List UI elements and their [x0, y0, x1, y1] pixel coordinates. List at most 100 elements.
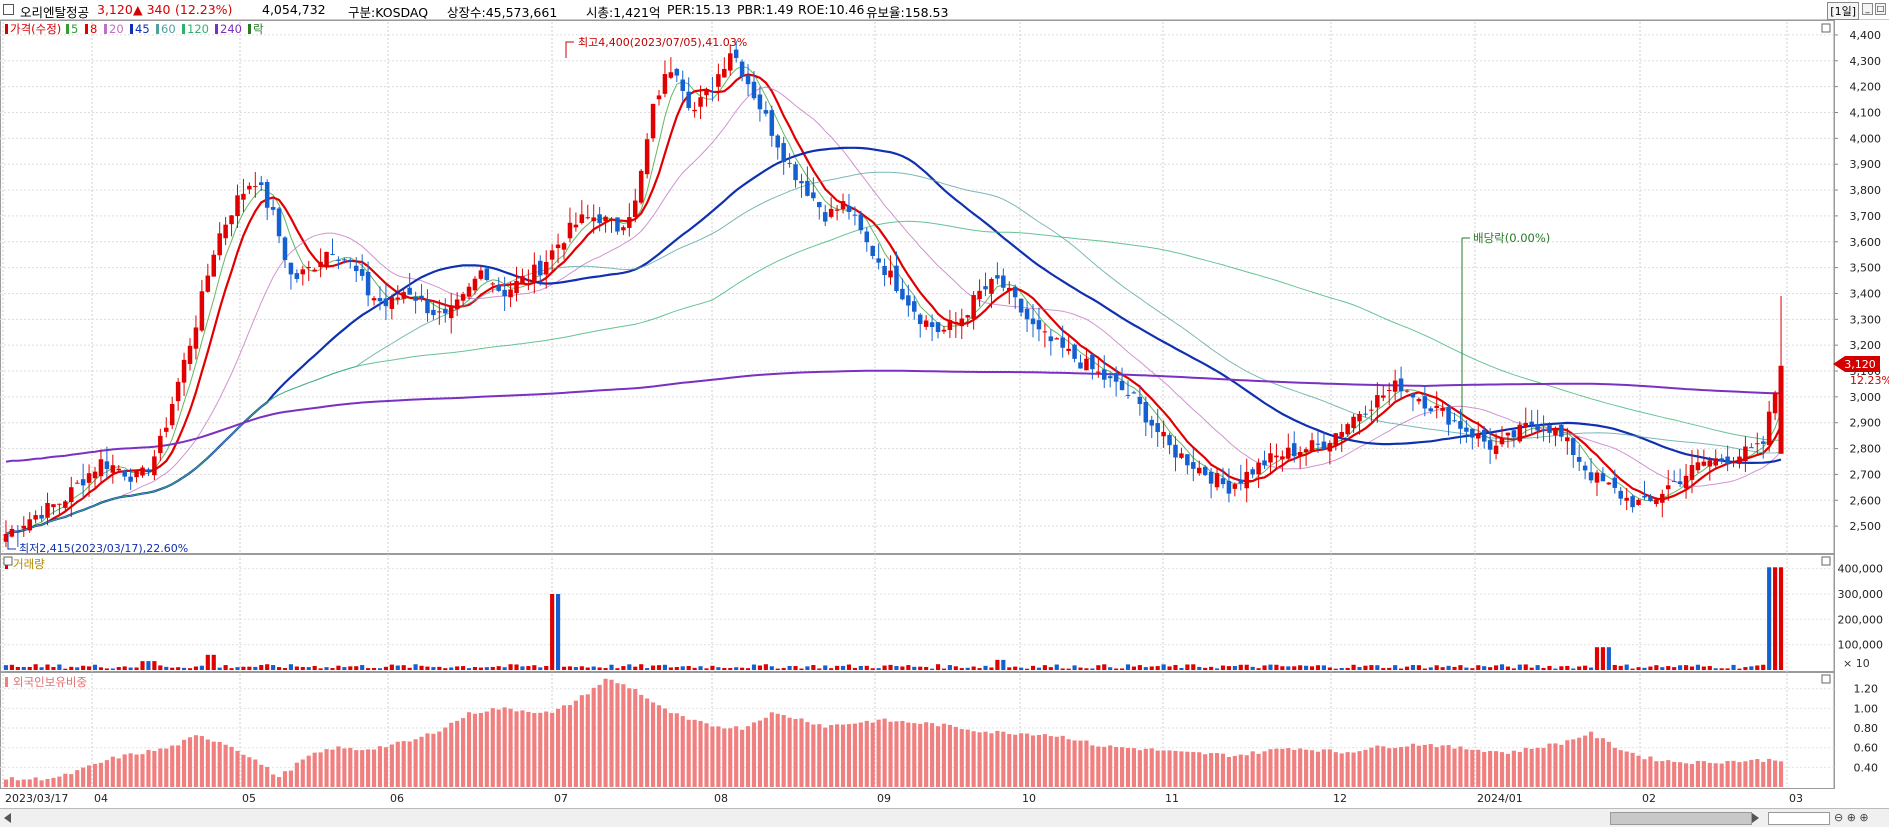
- volume-bar: [579, 666, 584, 670]
- minimize-icon[interactable]: _: [1862, 3, 1873, 15]
- candle-body: [817, 202, 822, 208]
- x-tick-label: 06: [390, 792, 404, 805]
- candle: [1173, 436, 1178, 472]
- foreign-ratio-bar: [1422, 744, 1427, 787]
- candle: [965, 314, 970, 327]
- foreign-ratio-bar: [1369, 747, 1374, 787]
- candle-body: [1665, 485, 1671, 490]
- candle: [1523, 407, 1529, 438]
- candle: [460, 291, 466, 307]
- price-tick-label: 2,800: [1850, 443, 1882, 456]
- volume-bar: [1001, 659, 1006, 670]
- volume-bar: [1749, 666, 1754, 670]
- candle: [846, 193, 852, 220]
- candle-body: [1185, 454, 1190, 466]
- volume-panel-checkbox[interactable]: [3, 556, 13, 566]
- volume-bar: [1096, 665, 1101, 670]
- candle-body: [1167, 434, 1172, 446]
- foreign-ratio-bar: [823, 727, 828, 787]
- candle-body: [86, 473, 92, 483]
- maximize-icon[interactable]: □: [1875, 3, 1886, 15]
- candle-body: [472, 278, 478, 291]
- volume-bar: [1499, 664, 1505, 670]
- select-checkbox[interactable]: [3, 4, 14, 15]
- foreign-ratio-bar: [544, 711, 549, 787]
- scroll-left-icon[interactable]: [4, 813, 11, 823]
- x-tick-label: 2023/03/17: [5, 792, 68, 805]
- volume-bar: [389, 664, 394, 670]
- foreign-ratio-bar: [1096, 746, 1101, 787]
- candle-body: [312, 269, 317, 272]
- stock-name[interactable]: 오리엔탈정공: [20, 5, 90, 20]
- volume-bar: [686, 666, 691, 670]
- foreign-ratio-bar: [1280, 748, 1285, 787]
- chart-scrollbar[interactable]: ⊖ ⊕ ⊕: [0, 808, 1889, 827]
- candle: [466, 282, 472, 300]
- candle-body: [1101, 369, 1107, 380]
- foreign-ratio-bar: [508, 708, 513, 787]
- foreign-ratio-bar: [449, 722, 454, 787]
- foreign-ratio-bar: [526, 711, 531, 787]
- foreign-ratio-bar: [336, 746, 341, 787]
- volume-bar: [1511, 668, 1516, 670]
- candle-body: [1529, 421, 1534, 425]
- volume-bar: [276, 667, 282, 670]
- volume-bar: [1452, 666, 1457, 670]
- foreign-ratio-bar: [1654, 761, 1659, 787]
- candle: [520, 268, 525, 285]
- candle: [1220, 467, 1226, 489]
- foreign-panel-toggle[interactable]: [1821, 674, 1831, 684]
- x-tick-label: 2024/01: [1477, 792, 1523, 805]
- candle-body: [181, 359, 187, 383]
- scroll-thumb[interactable]: [1610, 812, 1752, 825]
- volume-bar: [461, 666, 466, 670]
- zoom-slider[interactable]: [1768, 812, 1830, 825]
- foreign-ratio-bar: [550, 712, 555, 787]
- foreign-ratio-bar: [1131, 748, 1137, 787]
- candle: [1743, 436, 1748, 473]
- candle-body: [1107, 376, 1113, 379]
- candle: [1096, 356, 1101, 378]
- volume-bar: [1648, 666, 1653, 670]
- ma-line-60: [5, 171, 1782, 535]
- candle: [1630, 494, 1635, 513]
- volume-bar: [1476, 665, 1481, 670]
- candle-body: [674, 68, 680, 76]
- volume-bar: [449, 667, 454, 670]
- volume-bar: [1482, 666, 1487, 670]
- candle-body: [175, 381, 181, 402]
- price-change-pct: (12.23%): [175, 2, 233, 17]
- volume-panel-toggle[interactable]: [1821, 556, 1831, 566]
- volume-bar: [1114, 668, 1119, 670]
- candle: [169, 396, 175, 430]
- candle-body: [27, 519, 32, 531]
- candle-body: [348, 259, 353, 261]
- candle: [1499, 426, 1505, 447]
- candle-body: [419, 295, 424, 299]
- candle-body: [1351, 416, 1356, 429]
- candle: [1262, 450, 1267, 469]
- volume-bar: [876, 668, 881, 670]
- volume-bar: [769, 666, 774, 670]
- volume-bar: [21, 666, 26, 670]
- candle: [205, 263, 211, 293]
- period-button[interactable]: [1일]: [1827, 2, 1859, 20]
- foreign-ratio-bar: [128, 753, 133, 787]
- price-panel-toggle[interactable]: [1821, 23, 1831, 33]
- foreign-legend-swatch: [5, 677, 8, 687]
- zoom-icons[interactable]: ⊖ ⊕ ⊕: [1834, 811, 1869, 824]
- volume-bar: [1399, 668, 1404, 670]
- foreign-ratio-bar: [918, 723, 923, 787]
- foreign-ratio-bar: [1666, 760, 1671, 787]
- candle: [1481, 425, 1487, 449]
- candle-body: [258, 182, 264, 186]
- foreign-ratio-bar: [1226, 756, 1231, 787]
- candle-body: [1398, 378, 1404, 392]
- candle-body: [253, 186, 258, 188]
- foreign-ratio-bar: [259, 764, 264, 787]
- scroll-right-icon[interactable]: [1752, 813, 1759, 823]
- foreign-ratio-bar: [1749, 759, 1754, 787]
- candle: [1084, 347, 1089, 371]
- candle: [57, 503, 62, 515]
